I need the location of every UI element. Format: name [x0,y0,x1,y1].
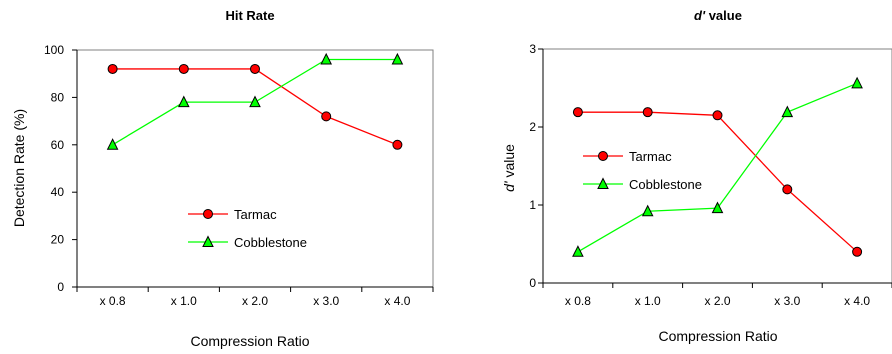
hit-rate-plot-area: 0 20 40 60 80 100 x 0.8 x 1.0 x 2.0 x 3.0 x 4.0 Tar… [44,43,434,308]
hit-rate-cobblestone-point [249,95,261,108]
hit-rate-tarmac-point [107,63,118,74]
d-prime-cobblestone-point [851,76,863,89]
hit-rate-x-tick-label: x 4.0 [384,294,410,308]
d-prime-x-tick-label: x 1.0 [635,294,661,308]
hit-rate-x-tick-label: x 1.0 [171,294,197,308]
hit-rate-x-tick-label: x 3.0 [313,294,339,308]
hit-rate-legend-tarmac: Tarmac [188,207,277,222]
hit-rate-plot-frame [76,49,434,288]
hit-rate-legend-tarmac-label: Tarmac [234,207,277,222]
d-prime-cobblestone-point [781,105,794,118]
d-prime-tarmac-point [782,184,793,195]
hit-rate-y-tick-label: 0 [57,280,64,294]
hit-rate-y-tick-label: 60 [51,138,65,152]
hit-rate-x-axis-label: Compression Ratio [190,333,309,349]
hit-rate-tarmac-point [250,63,260,74]
hit-rate-cobblestone-point [320,52,333,65]
d-prime-tarmac-point [642,107,653,118]
hit-rate-legend-tarmac-marker [203,209,213,219]
d-prime-tarmac-point [572,107,583,118]
hit-rate-legend-cobblestone: Cobblestone [188,235,307,250]
d-prime-cobblestone-point [572,245,584,257]
d-prime-legend-tarmac-label: Tarmac [629,149,672,164]
d-prime-y-tick-label: 2 [529,120,536,134]
d-prime-cobblestone-point [711,201,724,214]
d-prime-y-tick-label: 0 [529,276,536,290]
d-prime-cobblestone-point [641,204,654,217]
d-prime-title-italic: d' [694,8,706,23]
hit-rate-chart: Hit Rate Compression Ratio Detection Rat… [11,8,434,349]
d-prime-y-axis-label: d' value [501,144,517,192]
d-prime-x-axis-label: Compression Ratio [658,328,777,344]
d-prime-chart: d' value Compression Ratio d' value 0 1 2 3… [501,8,892,344]
d-prime-y-axis-label-italic: d' [501,180,517,192]
d-prime-legend-tarmac-marker [598,151,608,161]
d-prime-tarmac-line [577,111,858,253]
d-prime-x-tick-label: x 2.0 [704,294,730,308]
d-prime-y-axis-label-rest: value [501,144,517,182]
hit-rate-y-tick-label: 80 [51,90,65,104]
d-prime-cobblestone-line [577,82,858,253]
d-prime-x-tick-label: x 4.0 [844,294,870,308]
hit-rate-y-tick-label: 40 [51,185,65,199]
d-prime-legend-cobblestone: Cobblestone [583,177,702,192]
d-prime-legend-tarmac: Tarmac [583,149,672,164]
hit-rate-legend-cobblestone-label: Cobblestone [234,235,307,250]
d-prime-tarmac-point [852,246,863,257]
d-prime-title-rest: value [705,8,742,23]
hit-rate-x-tick-label: x 2.0 [242,294,268,308]
d-prime-x-tick-label: x 3.0 [774,294,800,308]
hit-rate-tarmac-point [178,63,189,74]
d-prime-title: d' value [694,8,742,23]
hit-rate-cobblestone-point [177,95,190,108]
hit-rate-y-tick-label: 100 [44,43,64,57]
hit-rate-cobblestone-point [106,138,119,150]
hit-rate-y-axis-label: Detection Rate (%) [11,109,27,227]
hit-rate-legend-cobblestone-marker [202,235,214,247]
d-prime-x-tick-label: x 0.8 [565,294,591,308]
d-prime-y-tick-label: 1 [529,198,536,212]
hit-rate-y-tick-label: 20 [51,233,65,247]
d-prime-plot-area: 0 1 2 3 x 0.8 x 1.0 x 2.0 x 3.0 x 4.0 Tarmac Cobbl… [529,42,892,308]
d-prime-tarmac-point [712,110,723,121]
d-prime-plot-frame [542,48,892,284]
hit-rate-tarmac-point [392,139,403,150]
hit-rate-cobblestone-point [391,52,404,65]
d-prime-legend-cobblestone-label: Cobblestone [629,177,702,192]
d-prime-y-tick-label: 3 [529,42,536,56]
d-prime-legend-cobblestone-marker [597,177,609,189]
hit-rate-tarmac-point [321,111,332,122]
hit-rate-x-tick-label: x 0.8 [100,294,126,308]
hit-rate-title: Hit Rate [225,8,274,23]
